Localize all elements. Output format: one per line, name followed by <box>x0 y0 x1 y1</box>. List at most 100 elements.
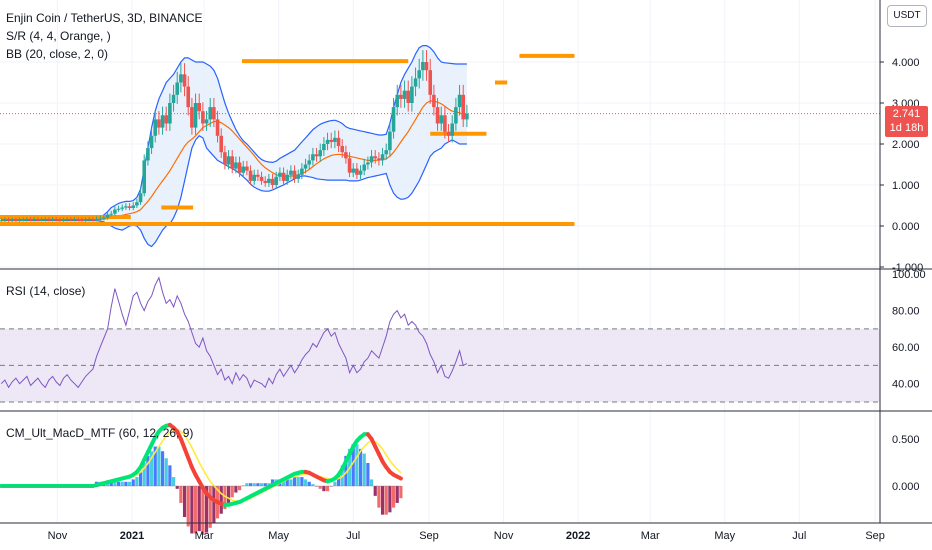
candle-body <box>197 103 202 112</box>
macd-histogram-bar <box>157 446 161 486</box>
candle-body <box>388 131 392 151</box>
candle-body <box>424 62 429 71</box>
candle-body <box>369 156 374 163</box>
candle-body <box>50 219 55 221</box>
candle-body <box>347 158 352 173</box>
macd-histogram-bar <box>149 451 154 486</box>
candle-body <box>186 86 191 108</box>
candle-body <box>259 176 264 181</box>
time-tick-label: 2021 <box>120 530 144 542</box>
macd-histogram-bar <box>292 477 297 486</box>
candle-body <box>149 135 154 149</box>
time-tick-label: Sep <box>419 530 439 542</box>
candle-body <box>157 119 161 128</box>
candle-body <box>432 94 436 108</box>
candle-body <box>380 154 385 161</box>
macd-histogram-bar <box>131 479 135 486</box>
macd-histogram-bar <box>142 462 146 486</box>
candle-body <box>267 178 271 183</box>
macd-histogram-bar <box>300 477 304 486</box>
candle-body <box>83 219 88 221</box>
macd-histogram-bar <box>113 481 117 486</box>
candle-body <box>311 154 315 161</box>
macd-histogram-bar <box>344 455 348 486</box>
candle-body <box>256 174 260 177</box>
candle-body <box>80 219 84 221</box>
candle-body <box>296 174 301 179</box>
candle-body <box>61 219 66 221</box>
price-tick-label: 0.000 <box>892 221 920 233</box>
candle-body <box>340 146 345 153</box>
bollinger-band-fill <box>1 45 467 247</box>
macd-histogram-bar <box>325 486 330 492</box>
candle-body <box>450 123 455 136</box>
rsi-tick-label: 100.00 <box>892 269 926 281</box>
macd-histogram-bar <box>135 477 139 486</box>
candle-body <box>285 174 290 181</box>
candle-body <box>391 107 396 132</box>
candle-body <box>406 90 411 103</box>
macd-histogram-bar <box>160 451 165 486</box>
macd-histogram-bar <box>256 483 260 486</box>
candle-body <box>215 119 220 136</box>
candle-body <box>91 219 95 221</box>
candle-body <box>245 166 249 171</box>
price-pane <box>0 45 880 248</box>
macd-legend[interactable]: CM_Ult_MacD_MTF (60, 12, 26, 9) <box>6 426 194 440</box>
candle-body <box>351 168 356 173</box>
candle-body <box>314 154 319 157</box>
macd-histogram-bar <box>153 446 157 486</box>
bb-legend[interactable]: BB (20, close, 2, 0) <box>6 47 109 61</box>
candle-body <box>446 131 451 136</box>
candle-body <box>355 168 359 175</box>
rsi-tick-label: 40.00 <box>892 379 920 391</box>
candle-body <box>142 160 147 194</box>
candle-body <box>113 209 117 214</box>
candle-body <box>435 107 440 124</box>
candle-body <box>358 170 363 175</box>
candle-body <box>274 176 279 185</box>
bb-upper-line <box>1 45 467 220</box>
candle-body <box>263 180 268 183</box>
currency-button[interactable]: USDT <box>887 5 927 27</box>
time-tick-label: Sep <box>865 530 885 542</box>
candle-body <box>318 150 323 157</box>
last-price-tag: 2.741 1d 18h <box>885 106 928 137</box>
rsi-legend[interactable]: RSI (14, close) <box>6 284 86 298</box>
macd-histogram-bar <box>230 486 234 498</box>
time-tick-label: Mar <box>195 530 214 542</box>
candle-body <box>105 214 110 218</box>
candle-body <box>230 156 235 169</box>
macd-histogram-bar <box>388 486 392 513</box>
macd-histogram-bar <box>179 486 183 503</box>
candle-body <box>457 94 462 108</box>
bb-lower-line <box>1 135 467 248</box>
candle-body <box>322 144 326 151</box>
candle-body <box>21 219 26 221</box>
macd-histogram-bar <box>395 486 399 503</box>
candle-body <box>175 82 180 95</box>
candle-body <box>47 219 51 221</box>
macd-pane <box>0 422 403 535</box>
candle-body <box>182 74 187 87</box>
macd-histogram-bar <box>171 477 176 486</box>
macd-histogram-bar <box>226 486 231 505</box>
time-tick-label: Mar <box>641 530 660 542</box>
candle-body <box>17 219 22 221</box>
macd-histogram-bar <box>285 479 289 486</box>
macd-histogram-bar <box>336 474 341 486</box>
candle-body <box>362 164 367 171</box>
candle-body <box>384 150 389 155</box>
candle-body <box>461 94 466 120</box>
macd-histogram-bar <box>204 486 209 533</box>
candle-body <box>223 152 227 165</box>
macd-histogram-bar <box>109 481 113 486</box>
candle-body <box>465 113 469 120</box>
symbol-title: Enjin Coin / TetherUS, 3D, BINANCE <box>6 11 203 25</box>
sr-legend[interactable]: S/R (4, 4, Orange, ) <box>6 29 111 43</box>
candle-body <box>168 103 172 124</box>
candle-body <box>131 205 136 208</box>
candle-body <box>201 111 205 124</box>
time-tick-label: Nov <box>494 530 514 542</box>
